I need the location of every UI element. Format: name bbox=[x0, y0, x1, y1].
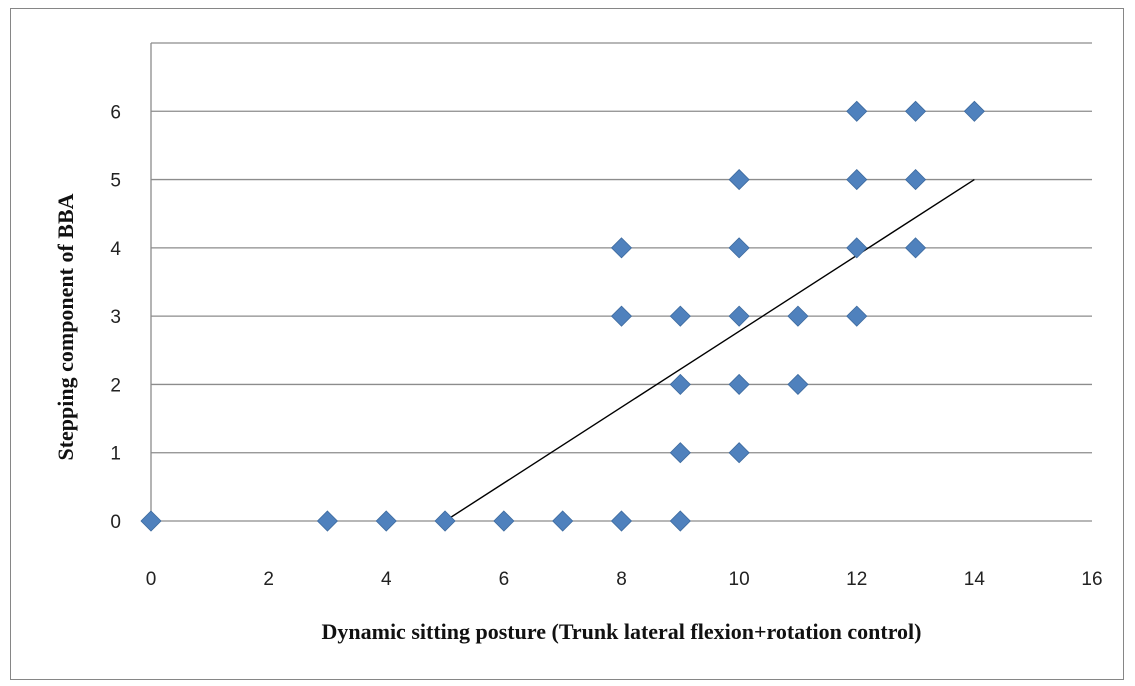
data-point bbox=[669, 510, 691, 532]
data-point bbox=[728, 237, 750, 259]
x-axis-title: Dynamic sitting posture (Trunk lateral f… bbox=[322, 619, 922, 644]
data-point bbox=[669, 442, 691, 464]
data-point bbox=[904, 237, 927, 259]
data-point bbox=[316, 510, 339, 532]
y-axis-ticks: 0 1 2 3 4 5 6 bbox=[110, 102, 121, 533]
data-point bbox=[493, 510, 515, 532]
data-point bbox=[434, 510, 456, 532]
data-point bbox=[728, 169, 750, 191]
y-tick-label: 2 bbox=[110, 375, 121, 396]
data-point bbox=[846, 100, 868, 122]
data-point bbox=[552, 510, 574, 532]
y-tick-label: 4 bbox=[110, 239, 121, 260]
x-tick-label: 14 bbox=[964, 569, 986, 590]
data-point bbox=[610, 237, 633, 259]
data-point bbox=[140, 510, 162, 532]
x-tick-label: 0 bbox=[146, 569, 157, 590]
data-point bbox=[963, 100, 985, 122]
x-tick-label: 4 bbox=[381, 569, 392, 590]
data-point bbox=[669, 305, 691, 327]
y-tick-label: 5 bbox=[110, 171, 121, 192]
data-point bbox=[610, 510, 633, 532]
data-point bbox=[846, 237, 868, 259]
data-point bbox=[610, 305, 633, 327]
y-tick-label: 6 bbox=[110, 102, 121, 123]
grid-lines bbox=[150, 42, 1092, 522]
trendline-layer bbox=[444, 178, 975, 522]
data-point bbox=[787, 305, 809, 327]
x-tick-label: 10 bbox=[729, 569, 750, 590]
data-point bbox=[904, 100, 927, 122]
data-point bbox=[728, 442, 750, 464]
data-point bbox=[846, 169, 868, 191]
x-tick-label: 6 bbox=[499, 569, 510, 590]
data-point bbox=[904, 169, 927, 191]
x-tick-label: 16 bbox=[1081, 569, 1102, 590]
y-tick-label: 1 bbox=[110, 444, 121, 465]
data-point bbox=[728, 305, 750, 327]
y-tick-label: 0 bbox=[110, 512, 121, 533]
y-tick-label: 3 bbox=[110, 307, 121, 328]
y-axis-title: Stepping component of BBA bbox=[53, 193, 78, 460]
data-point bbox=[375, 510, 397, 532]
data-point bbox=[669, 373, 691, 395]
x-tick-label: 2 bbox=[263, 569, 274, 590]
data-point bbox=[728, 373, 750, 395]
trendline bbox=[444, 178, 975, 522]
data-points bbox=[140, 100, 985, 532]
data-point bbox=[787, 373, 809, 395]
data-point bbox=[846, 305, 868, 327]
x-axis-ticks: 0 2 4 6 8 10 12 14 16 bbox=[146, 569, 1103, 590]
x-tick-label: 12 bbox=[846, 569, 867, 590]
x-tick-label: 8 bbox=[616, 569, 627, 590]
